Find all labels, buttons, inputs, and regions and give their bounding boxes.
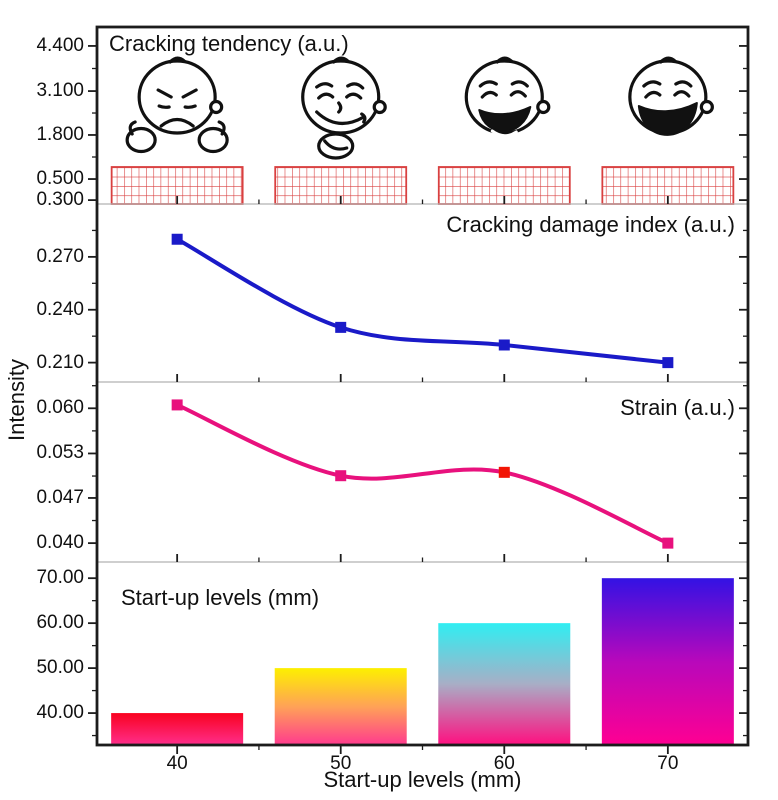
data-point-marker [171, 233, 183, 245]
plot-frame [95, 25, 750, 747]
axis-ticks [88, 45, 748, 754]
panel-dividers [97, 203, 748, 563]
data-point-marker [335, 470, 347, 482]
data-point-marker [662, 357, 674, 369]
x-tick-label: 70 [657, 753, 679, 774]
y-tick-label: 0.270 [36, 245, 84, 267]
y-tick-label: 70.00 [36, 567, 84, 589]
cracking-damage-index-line [175, 237, 670, 365]
y-tick-label: 0.053 [36, 442, 84, 464]
data-point-marker [662, 537, 674, 549]
y-tick-label: 0.040 [36, 532, 84, 554]
cracking-damage-index-series [171, 233, 674, 369]
strain-series [171, 399, 674, 549]
hatch-grids [110, 166, 735, 205]
x-axis-label: Start-up levels (mm) [323, 767, 522, 792]
panel-title-strain: Strain (a.u.) [620, 395, 735, 420]
x-tick-label: 60 [493, 753, 515, 774]
y-tick-label: 0.060 [36, 397, 84, 419]
y-tick-label: 0.300 [36, 189, 84, 211]
x-tick-label: 40 [166, 753, 188, 774]
data-point-marker [498, 466, 510, 478]
data-point-marker [171, 399, 183, 411]
data-point-marker [335, 321, 347, 333]
x-tick-label: 50 [330, 753, 352, 774]
panel-title-start-up-levels: Start-up levels (mm) [121, 585, 320, 610]
y-tick-label: 1.800 [36, 123, 84, 145]
laughing-face-icon [464, 56, 551, 138]
panel-title-cracking-tendency: Cracking tendency (a.u.) [109, 31, 349, 56]
bar-60 [438, 623, 571, 745]
frowning-face-icon [125, 56, 229, 154]
y-tick-label: 0.047 [36, 486, 84, 508]
y-tick-label: 3.100 [36, 80, 84, 102]
bar-50 [274, 668, 407, 745]
y-tick-label: 0.500 [36, 168, 84, 190]
y-tick-label: 40.00 [36, 702, 84, 724]
y-tick-label: 60.00 [36, 612, 84, 634]
y-tick-label: 0.210 [36, 351, 84, 373]
strain-line [175, 402, 670, 546]
bar-40 [111, 713, 244, 745]
bars [111, 578, 734, 745]
face-icons [125, 56, 714, 160]
y-tick-label: 0.240 [36, 298, 84, 320]
data-point-marker [498, 339, 510, 351]
smiling-face-icon [301, 56, 387, 160]
y-tick-label: 4.400 [36, 34, 84, 56]
bar-70 [601, 578, 734, 745]
big-laughing-face-icon [628, 56, 714, 141]
panel-title-cracking-damage-index: Cracking damage index (a.u.) [446, 212, 735, 237]
y-tick-label: 50.00 [36, 657, 84, 679]
